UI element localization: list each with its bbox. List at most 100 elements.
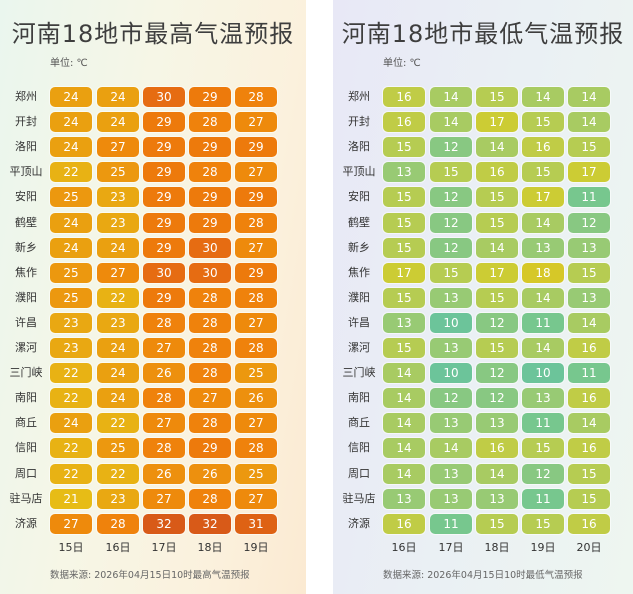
low-temp-city-label: 周口 (348, 466, 370, 480)
high-temp-source: 数据来源: 2026年04月15日10时最高气温预报 (50, 570, 250, 581)
low-temp-value-cell: 15 (430, 262, 472, 283)
high-temp-value-cell: 27 (143, 338, 185, 358)
high-temp-value-cell: 26 (189, 463, 231, 484)
high-temp-value-cell: 28 (189, 413, 231, 434)
low-temp-value-cell: 13 (522, 237, 564, 258)
high-temp-city-label: 漯河 (15, 341, 37, 354)
low-temp-value-cell: 16 (476, 438, 518, 459)
low-temp-value-cell: 12 (476, 388, 518, 409)
low-temp-value-cell: 16 (568, 513, 610, 534)
low-temp-value-cell: 12 (476, 363, 518, 384)
high-temp-value-cell: 22 (97, 287, 139, 308)
low-temp-value-cell: 15 (383, 287, 425, 308)
high-temp-value-cell: 24 (50, 112, 92, 133)
high-temp-value-cell: 29 (143, 112, 185, 133)
low-temp-value-cell: 16 (568, 338, 610, 358)
high-temp-value-cell: 25 (97, 438, 139, 459)
high-temp-value-cell: 28 (189, 363, 231, 384)
high-temp-value-cell: 28 (189, 488, 231, 509)
low-temp-value-cell: 14 (383, 438, 425, 459)
high-temp-value-cell: 29 (143, 212, 185, 233)
low-temp-value-cell: 15 (522, 162, 564, 183)
low-temp-value-cell: 15 (568, 137, 610, 158)
high-temp-city-label: 濮阳 (15, 290, 37, 304)
high-temp-value-cell: 29 (235, 187, 277, 208)
high-temp-value-cell: 23 (50, 312, 92, 333)
high-temp-city-label: 新乡 (15, 240, 37, 254)
low-temp-value-cell: 12 (522, 463, 564, 484)
high-temp-value-cell: 27 (97, 137, 139, 158)
high-temp-value-cell: 24 (50, 413, 92, 434)
low-temp-day-label: 16日 (391, 541, 417, 554)
high-temp-city-label: 济源 (15, 516, 37, 530)
high-temp-value-cell: 29 (189, 87, 231, 107)
low-temp-value-cell: 16 (568, 438, 610, 459)
high-temp-value-cell: 22 (50, 438, 92, 459)
low-temp-city-label: 开封 (348, 115, 370, 129)
high-temp-value-cell: 29 (235, 137, 277, 158)
low-temp-day-label: 20日 (576, 541, 602, 554)
low-temp-value-cell: 15 (476, 287, 518, 308)
high-temp-city-label: 洛阳 (15, 140, 37, 154)
low-temp-value-cell: 13 (430, 413, 472, 434)
high-temp-unit: 单位: ℃ (50, 58, 88, 69)
low-temp-value-cell: 14 (476, 237, 518, 258)
low-temp-value-cell: 16 (383, 513, 425, 534)
low-temp-city-label: 洛阳 (348, 140, 370, 154)
high-temp-city-label: 开封 (15, 115, 37, 129)
high-temp-city-label: 三门峡 (9, 366, 43, 380)
high-temp-value-cell: 24 (97, 363, 139, 384)
high-temp-value-cell: 28 (143, 388, 185, 409)
high-temp-city-label: 焦作 (15, 265, 37, 279)
low-temp-value-cell: 14 (568, 413, 610, 434)
high-temp-value-cell: 25 (50, 287, 92, 308)
high-temp-city-label: 郑州 (15, 90, 37, 103)
low-temp-city-label: 许昌 (348, 315, 370, 329)
high-temp-value-cell: 22 (50, 363, 92, 384)
low-temp-value-cell: 14 (430, 87, 472, 107)
high-temp-value-cell: 27 (235, 413, 277, 434)
high-temp-value-cell: 28 (235, 212, 277, 233)
low-temp-value-cell: 15 (522, 112, 564, 133)
high-temp-value-cell: 27 (235, 488, 277, 509)
low-temp-value-cell: 14 (383, 363, 425, 384)
low-temp-city-label: 鹤壁 (348, 215, 370, 229)
low-temp-value-cell: 10 (430, 363, 472, 384)
high-temp-value-cell: 24 (97, 338, 139, 358)
low-temp-value-cell: 15 (383, 237, 425, 258)
high-temp-value-cell: 24 (97, 388, 139, 409)
high-temp-value-cell: 25 (50, 262, 92, 283)
high-temp-value-cell: 22 (50, 388, 92, 409)
high-temp-city-label: 驻马店 (9, 491, 43, 505)
low-temp-value-cell: 16 (383, 112, 425, 133)
high-temp-value-cell: 21 (50, 488, 92, 509)
low-temp-value-cell: 15 (568, 463, 610, 484)
low-temp-value-cell: 14 (383, 388, 425, 409)
low-temp-value-cell: 16 (383, 87, 425, 107)
low-temp-value-cell: 16 (522, 137, 564, 158)
high-temp-value-cell: 30 (189, 262, 231, 283)
low-temp-value-cell: 12 (430, 187, 472, 208)
high-temp-value-cell: 28 (235, 287, 277, 308)
low-temp-value-cell: 13 (383, 488, 425, 509)
high-temp-value-cell: 25 (97, 162, 139, 183)
high-temp-value-cell: 28 (235, 438, 277, 459)
low-temp-city-label: 商丘 (348, 416, 370, 430)
low-temp-value-cell: 14 (568, 312, 610, 333)
low-temp-value-cell: 14 (430, 438, 472, 459)
low-temp-value-cell: 16 (476, 162, 518, 183)
low-temp-value-cell: 17 (522, 187, 564, 208)
high-temp-city-label: 鹤壁 (15, 215, 37, 229)
low-temp-value-cell: 17 (568, 162, 610, 183)
high-temp-value-cell: 23 (97, 187, 139, 208)
high-temp-value-cell: 28 (189, 312, 231, 333)
low-temp-value-cell: 15 (476, 187, 518, 208)
high-temp-value-cell: 23 (97, 488, 139, 509)
high-temp-value-cell: 29 (189, 438, 231, 459)
low-temp-value-cell: 14 (383, 463, 425, 484)
low-temp-value-cell: 13 (430, 287, 472, 308)
high-temp-title: 河南18地市最高气温预报 (11, 20, 295, 48)
low-temp-value-cell: 18 (522, 262, 564, 283)
high-temp-value-cell: 28 (97, 513, 139, 534)
low-temp-value-cell: 10 (430, 312, 472, 333)
